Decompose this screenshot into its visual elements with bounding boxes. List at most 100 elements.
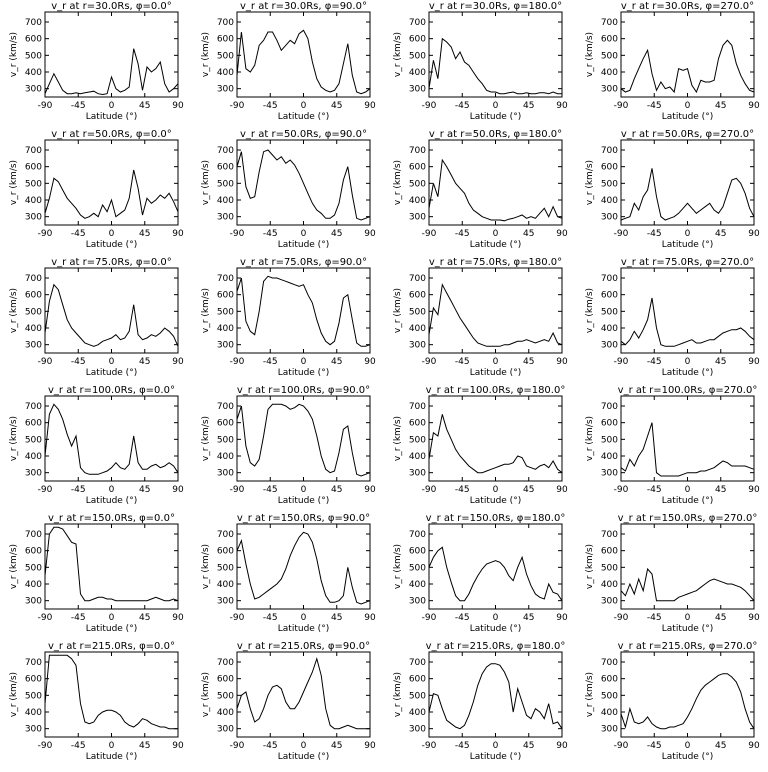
x-tick-label: 90 xyxy=(748,613,760,623)
series-line xyxy=(620,297,755,347)
y-tick-label: 700 xyxy=(217,530,234,540)
x-tick-label: 45 xyxy=(523,101,534,111)
y-tick-label: 700 xyxy=(217,658,234,668)
y-tick-label: 500 xyxy=(409,51,426,61)
series-line xyxy=(236,149,371,221)
y-tick-label: 300 xyxy=(409,725,426,735)
y-axis-label: v_r (km/s) xyxy=(585,416,595,461)
panel-title: v_r at r=150.0Rs, φ=270.0° xyxy=(618,513,758,524)
x-tick-label: 45 xyxy=(139,741,150,751)
y-tick-label: 300 xyxy=(217,597,234,607)
y-tick-label: 500 xyxy=(25,563,42,573)
panel-title: v_r at r=75.0Rs, φ=0.0° xyxy=(51,257,172,268)
y-tick-label: 700 xyxy=(601,146,618,156)
x-tick-label: -90 xyxy=(230,741,245,751)
panel-8: v_r at r=50.0Rs, φ=270.0° -90 -45 0 45 90 300 4… xyxy=(585,129,760,250)
series-line xyxy=(44,169,179,219)
y-axis-label: v_r (km/s) xyxy=(201,32,211,77)
series-line xyxy=(236,656,370,730)
x-tick-label: 0 xyxy=(493,101,499,111)
y-tick-label: 300 xyxy=(217,469,234,479)
panel-title: v_r at r=50.0Rs, φ=90.0° xyxy=(240,129,367,140)
series-line xyxy=(620,39,755,94)
y-tick-label: 300 xyxy=(25,597,42,607)
y-tick-label: 500 xyxy=(217,307,234,317)
x-tick-label: 90 xyxy=(364,485,376,495)
y-tick-label: 700 xyxy=(217,274,234,284)
panel-19: v_r at r=150.0Rs, φ=180.0° -90 -45 0 45 90 300… xyxy=(393,513,568,634)
plot-frame xyxy=(620,139,755,226)
x-tick-label: -90 xyxy=(230,229,245,239)
x-tick-label: 45 xyxy=(139,485,150,495)
y-tick-label: 700 xyxy=(217,18,234,28)
x-tick-label: 45 xyxy=(715,741,726,751)
y-tick-label: 600 xyxy=(25,419,42,429)
y-tick-label: 500 xyxy=(409,435,426,445)
series-line xyxy=(428,546,563,602)
y-tick-label: 500 xyxy=(25,691,42,701)
y-axis-label: v_r (km/s) xyxy=(201,288,211,333)
x-tick-label: 90 xyxy=(556,741,568,751)
x-tick-label: 0 xyxy=(109,741,115,751)
series-line xyxy=(428,414,563,474)
panel-title: v_r at r=150.0Rs, φ=180.0° xyxy=(426,513,566,524)
plot-frame xyxy=(620,267,755,354)
x-axis-label: Latitude (°) xyxy=(662,112,713,122)
y-tick-label: 600 xyxy=(601,419,618,429)
y-tick-label: 300 xyxy=(25,341,42,351)
y-tick-label: 400 xyxy=(409,68,426,78)
x-tick-label: 90 xyxy=(748,357,760,367)
y-tick-label: 500 xyxy=(601,691,618,701)
panel-title: v_r at r=75.0Rs, φ=90.0° xyxy=(240,257,367,268)
x-tick-label: -90 xyxy=(422,741,437,751)
y-tick-label: 700 xyxy=(409,402,426,412)
y-tick-label: 600 xyxy=(217,419,234,429)
y-axis-label: v_r (km/s) xyxy=(393,288,403,333)
y-tick-label: 600 xyxy=(409,163,426,173)
x-tick-label: 45 xyxy=(331,741,342,751)
y-tick-label: 700 xyxy=(409,274,426,284)
series-line xyxy=(428,663,563,730)
y-tick-label: 400 xyxy=(601,324,618,334)
plot-frame xyxy=(236,651,371,738)
x-axis-label: Latitude (°) xyxy=(662,752,713,762)
panel-6: v_r at r=50.0Rs, φ=90.0° -90 -45 0 45 90 300 40… xyxy=(201,129,376,250)
x-tick-label: -45 xyxy=(455,101,470,111)
panel-5: v_r at r=50.0Rs, φ=0.0° -90 -45 0 45 90 300 400… xyxy=(9,129,184,250)
x-tick-label: 45 xyxy=(331,485,342,495)
y-tick-label: 700 xyxy=(25,18,42,28)
x-tick-label: -45 xyxy=(647,741,662,751)
panel-21: v_r at r=215.0Rs, φ=0.0° -90 -45 0 45 90 300 40… xyxy=(9,641,184,762)
x-tick-label: -45 xyxy=(71,741,86,751)
y-tick-label: 400 xyxy=(601,68,618,78)
y-tick-label: 400 xyxy=(25,196,42,206)
x-tick-label: -45 xyxy=(647,613,662,623)
x-tick-label: 0 xyxy=(493,613,499,623)
panel-title: v_r at r=150.0Rs, φ=90.0° xyxy=(237,513,370,524)
panel-17: v_r at r=150.0Rs, φ=0.0° -90 -45 0 45 90 300 40… xyxy=(9,513,184,634)
x-tick-label: 45 xyxy=(715,357,726,367)
x-tick-label: 90 xyxy=(364,357,376,367)
plot-frame xyxy=(620,395,755,482)
plot-frame xyxy=(236,267,371,354)
x-axis-label: Latitude (°) xyxy=(278,624,329,634)
x-axis-label: Latitude (°) xyxy=(470,112,521,122)
panel-title: v_r at r=100.0Rs, φ=0.0° xyxy=(48,385,175,396)
y-axis-label: v_r (km/s) xyxy=(585,160,595,205)
panel-11: v_r at r=75.0Rs, φ=180.0° -90 -45 0 45 90 300 4… xyxy=(393,257,568,378)
panel-20: v_r at r=150.0Rs, φ=270.0° -90 -45 0 45 90 300… xyxy=(585,513,760,634)
x-tick-label: 90 xyxy=(364,613,376,623)
y-tick-label: 600 xyxy=(601,675,618,685)
x-tick-label: 0 xyxy=(109,485,115,495)
y-tick-label: 400 xyxy=(601,196,618,206)
x-tick-label: -45 xyxy=(455,357,470,367)
series-line xyxy=(44,526,179,602)
y-tick-label: 400 xyxy=(409,708,426,718)
y-tick-label: 600 xyxy=(25,675,42,685)
x-tick-label: -90 xyxy=(230,101,245,111)
x-axis-label: Latitude (°) xyxy=(278,112,329,122)
y-tick-label: 600 xyxy=(601,291,618,301)
x-tick-label: 45 xyxy=(715,613,726,623)
plot-frame xyxy=(44,11,179,98)
